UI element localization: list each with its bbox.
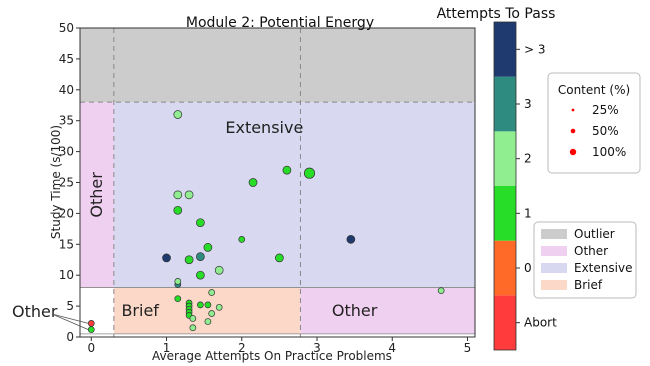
data-point xyxy=(196,218,205,228)
region-label-other: Other xyxy=(332,301,378,320)
size-legend-label: 25% xyxy=(592,103,619,117)
region-legend-swatch xyxy=(541,280,567,290)
colorbar-segment xyxy=(494,131,516,186)
size-legend-marker xyxy=(571,108,575,112)
size-legend-title: Content (%) xyxy=(558,83,630,97)
y-tick-label: 50 xyxy=(59,21,74,35)
region-legend-box xyxy=(533,221,637,299)
colorbar-segment xyxy=(494,22,516,77)
data-point xyxy=(184,255,194,265)
region-legend-label: Other xyxy=(574,244,608,258)
size-legend-label: 100% xyxy=(592,145,626,159)
region-outlier xyxy=(80,28,475,103)
data-point xyxy=(275,253,284,263)
region-legend-label: Extensive xyxy=(574,261,632,275)
data-point xyxy=(303,167,316,179)
data-point xyxy=(173,205,183,215)
size-legend-marker xyxy=(570,128,576,134)
size-legend-box xyxy=(547,72,641,174)
colorbar-segment xyxy=(494,295,516,350)
colorbar-label: Abort xyxy=(524,316,557,330)
region-legend-label: Brief xyxy=(574,278,603,292)
data-point xyxy=(196,252,205,262)
data-point xyxy=(174,295,182,303)
data-point xyxy=(346,235,356,244)
data-point xyxy=(204,301,212,309)
x-tick-label: 3 xyxy=(313,341,321,355)
y-tick-label: 25 xyxy=(59,176,74,190)
annotation-arrow xyxy=(51,313,89,324)
y-tick-label: 15 xyxy=(59,237,74,251)
colorbar-label: > 3 xyxy=(524,42,546,56)
annotation-arrow xyxy=(51,313,89,330)
data-point xyxy=(208,289,216,296)
data-point xyxy=(238,236,246,243)
size-legend-marker xyxy=(569,148,577,156)
x-axis-label: Average Attempts On Practice Problems xyxy=(152,349,392,363)
colorbar-frame xyxy=(493,21,517,351)
x-tick-label: 0 xyxy=(87,341,95,355)
data-point xyxy=(87,320,95,327)
region-legend-swatch xyxy=(541,229,567,239)
region-brief xyxy=(113,287,301,334)
data-point xyxy=(248,178,258,187)
annotation-other: Other xyxy=(12,302,58,321)
data-point xyxy=(162,253,171,263)
data-point xyxy=(184,190,194,200)
data-point xyxy=(208,310,216,317)
colorbar-label: 0 xyxy=(524,261,532,275)
size-legend-label: 50% xyxy=(592,124,619,138)
data-point xyxy=(173,190,183,200)
y-tick-label: 35 xyxy=(59,114,74,128)
colorbar-segment xyxy=(494,240,516,296)
x-tick-label: 1 xyxy=(163,341,171,355)
data-point xyxy=(203,243,213,252)
region-label-extensive: Extensive xyxy=(225,118,303,137)
chart-title: Module 2: Potential Energy xyxy=(186,15,374,31)
region-legend-swatch xyxy=(541,263,567,273)
colorbar-segment xyxy=(494,186,516,241)
data-point xyxy=(189,315,197,322)
colorbar-label: 1 xyxy=(524,206,532,220)
region-legend-swatch xyxy=(541,246,567,256)
y-tick-label: 5 xyxy=(66,299,74,313)
x-tick-label: 4 xyxy=(388,341,396,355)
x-tick-label: 2 xyxy=(238,341,246,355)
y-tick-label: 0 xyxy=(66,330,74,344)
y-tick-label: 30 xyxy=(59,145,74,159)
data-point xyxy=(174,278,182,285)
region-legend-label: Outlier xyxy=(574,227,615,241)
y-tick-label: 45 xyxy=(59,52,74,66)
data-point xyxy=(437,287,445,294)
y-tick-label: 40 xyxy=(59,83,74,97)
data-point xyxy=(214,265,224,275)
region-label-other: Other xyxy=(87,172,106,218)
colorbar-title: Attempts To Pass xyxy=(437,6,556,22)
region-other xyxy=(80,102,114,288)
data-point xyxy=(173,110,183,119)
region-other xyxy=(300,287,475,334)
colorbar-segment xyxy=(494,76,516,132)
colorbar-label: 2 xyxy=(524,152,532,166)
data-point xyxy=(87,326,95,333)
colorbar-label: 3 xyxy=(524,97,532,111)
data-point xyxy=(197,301,204,309)
data-point xyxy=(215,303,223,311)
y-axis-label: Study Time (s/100) xyxy=(49,125,63,239)
region-label-brief: Brief xyxy=(121,301,159,320)
data-point xyxy=(189,324,197,332)
data-point xyxy=(282,165,292,175)
y-tick-label: 10 xyxy=(59,268,74,282)
data-point xyxy=(204,318,212,325)
data-point xyxy=(196,270,205,280)
x-tick-label: 5 xyxy=(464,341,472,355)
y-tick-label: 20 xyxy=(59,206,74,220)
